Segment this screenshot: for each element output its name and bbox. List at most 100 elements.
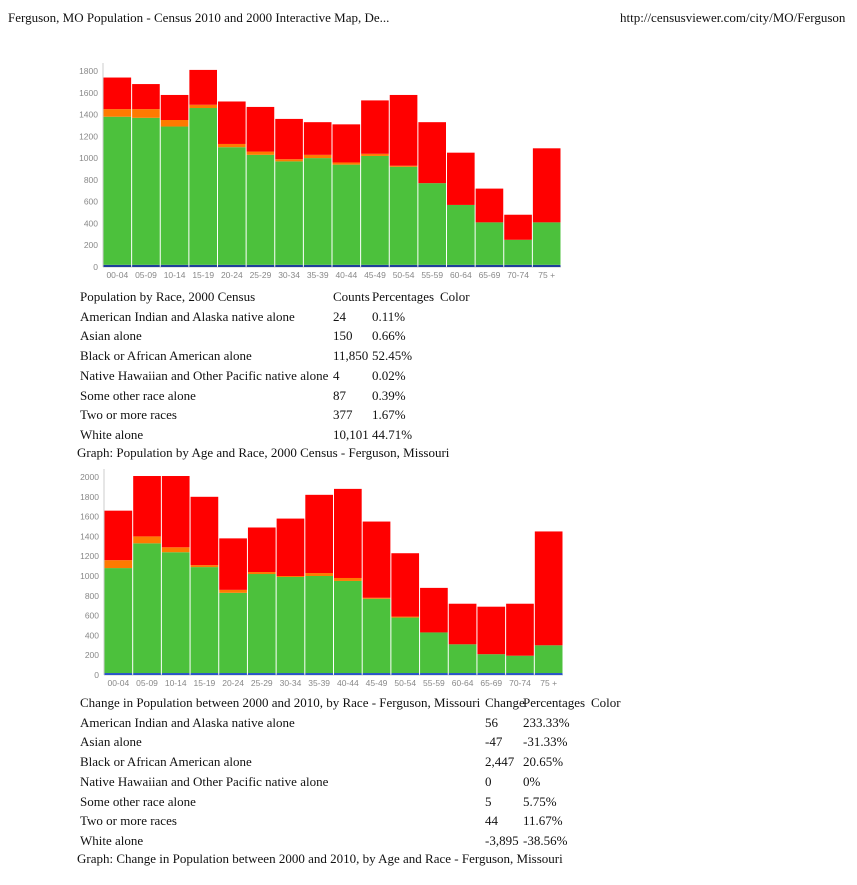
bar-segment	[218, 143, 246, 148]
bar-segment	[132, 109, 160, 118]
bar-segment	[189, 264, 217, 267]
bar-segment	[275, 161, 303, 265]
race-label: Native Hawaiian and Other Pacific native…	[80, 367, 329, 383]
race-label: Asian alone	[80, 734, 142, 750]
count-value: 10,101	[333, 426, 369, 442]
bar-segment	[219, 673, 247, 675]
bar-segment	[504, 239, 532, 265]
table-header: Color	[591, 695, 621, 710]
bar-segment	[389, 165, 418, 167]
bar-segment	[103, 116, 132, 265]
x-tick-label: 20-24	[222, 678, 244, 688]
bar-segment	[332, 124, 361, 163]
count-value: -47	[485, 734, 503, 750]
race-label: Asian alone	[80, 328, 142, 344]
table-header: Population by Race, 2000 Census	[80, 289, 256, 304]
y-tick-label: 1600	[79, 88, 98, 98]
bar-segment	[303, 158, 332, 265]
bar-segment	[189, 69, 217, 105]
race-label: American Indian and Alaska native alone	[80, 714, 295, 730]
x-tick-label: 45-49	[364, 270, 386, 280]
bar-segment	[160, 94, 189, 120]
percentage-value: 11.67%	[523, 813, 563, 829]
bar-segment	[160, 120, 189, 127]
count-value: 56	[485, 714, 498, 730]
percentage-value: 1.67%	[372, 407, 406, 423]
bar-segment	[275, 118, 303, 160]
page-title: Ferguson, MO Population - Census 2010 an…	[8, 10, 390, 25]
bar-segment	[218, 264, 246, 267]
bar-segment	[133, 543, 161, 674]
bar-segment	[477, 654, 506, 674]
bar-segment	[447, 264, 475, 267]
race-label: White alone	[80, 426, 144, 442]
bar-segment	[506, 673, 534, 675]
x-tick-label: 05-09	[136, 678, 158, 688]
bar-segment	[504, 214, 532, 240]
bar-segment	[389, 166, 418, 265]
bar-segment	[303, 154, 332, 159]
percentage-value: -38.56%	[523, 832, 568, 848]
bar-segment	[190, 673, 219, 675]
bar-segment	[218, 147, 246, 265]
x-tick-label: 60-64	[450, 270, 472, 280]
bar-segment	[532, 148, 561, 223]
x-tick-label: 65-69	[480, 678, 502, 688]
count-value: 377	[333, 407, 353, 423]
race-label: Some other race alone	[80, 793, 196, 809]
table-header: Counts	[333, 289, 370, 304]
x-tick-label: 70-74	[507, 270, 529, 280]
count-value: 4	[333, 367, 340, 383]
page-url[interactable]: http://censusviewer.com/city/MO/Ferguson	[620, 10, 846, 25]
count-value: 24	[333, 308, 346, 324]
bar-segment	[104, 673, 133, 675]
bar-segment	[103, 109, 132, 117]
count-value: 2,447	[485, 754, 515, 770]
bar-segment	[160, 126, 189, 265]
bar-segment	[246, 154, 275, 265]
bar-segment	[133, 673, 161, 675]
bar-segment	[332, 164, 361, 265]
bar-segment	[190, 567, 219, 674]
bar-segment	[475, 222, 504, 265]
y-tick-label: 0	[93, 262, 98, 272]
y-tick-label: 200	[85, 650, 99, 660]
race-label: Black or African American alone	[80, 754, 252, 770]
bar-segment	[420, 673, 448, 675]
table-header: Change	[485, 695, 525, 710]
bar-segment	[418, 264, 446, 267]
x-tick-label: 70-74	[509, 678, 531, 688]
bar-segment	[189, 108, 217, 265]
bar-segment	[190, 496, 219, 566]
x-tick-label: 30-34	[278, 270, 300, 280]
bar-segment	[361, 100, 389, 154]
x-tick-label: 10-14	[164, 270, 186, 280]
bar-segment	[219, 538, 247, 590]
bar-segment	[475, 264, 504, 267]
x-tick-label: 55-59	[423, 678, 445, 688]
x-tick-label: 75 +	[538, 270, 555, 280]
bar-segment	[305, 673, 333, 675]
bar-segment	[161, 552, 190, 674]
percentage-value: 0%	[523, 773, 541, 789]
bar-segment	[305, 573, 333, 576]
bar-segment	[418, 183, 446, 265]
bar-segment	[219, 592, 247, 674]
bar-segment	[362, 597, 391, 599]
graph-caption: Graph: Change in Population between 2000…	[77, 850, 563, 866]
bar-segment	[391, 673, 420, 675]
bar-segment	[447, 204, 475, 265]
bar-segment	[161, 547, 190, 553]
bar-segment	[219, 589, 247, 593]
count-value: 11,850	[333, 348, 369, 364]
x-tick-label: 15-19	[192, 270, 214, 280]
x-tick-label: 30-34	[280, 678, 302, 688]
x-tick-label: 45-49	[366, 678, 388, 688]
bar-segment	[475, 188, 504, 223]
bar-segment	[532, 222, 561, 265]
bar-segment	[534, 673, 563, 675]
bar-segment	[160, 264, 189, 267]
count-value: -3,895	[485, 832, 519, 848]
y-tick-label: 1000	[80, 571, 99, 581]
bar-segment	[532, 264, 561, 267]
